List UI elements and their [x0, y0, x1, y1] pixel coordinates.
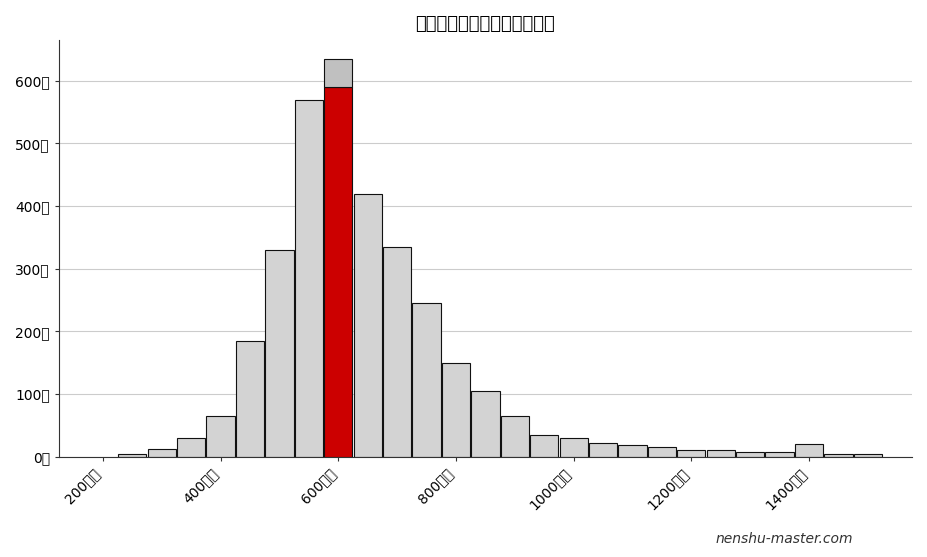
- Bar: [824, 453, 853, 457]
- Bar: [295, 100, 323, 457]
- Bar: [471, 391, 500, 457]
- Bar: [207, 416, 235, 457]
- Bar: [618, 446, 647, 457]
- Bar: [442, 363, 470, 457]
- Bar: [324, 87, 352, 457]
- Text: nenshu-master.com: nenshu-master.com: [716, 532, 853, 546]
- Bar: [795, 444, 823, 457]
- Bar: [530, 435, 558, 457]
- Bar: [560, 438, 588, 457]
- Bar: [177, 438, 205, 457]
- Bar: [854, 455, 882, 457]
- Bar: [324, 59, 352, 87]
- Bar: [736, 452, 764, 457]
- Bar: [265, 250, 294, 457]
- Bar: [678, 451, 705, 457]
- Bar: [413, 303, 440, 457]
- Bar: [353, 194, 382, 457]
- Bar: [706, 451, 735, 457]
- Bar: [119, 453, 146, 457]
- Bar: [766, 452, 794, 457]
- Bar: [147, 449, 176, 457]
- Bar: [589, 443, 617, 457]
- Bar: [501, 416, 529, 457]
- Bar: [235, 341, 264, 457]
- Bar: [383, 247, 412, 457]
- Title: 神戸製鉱所の年収ポジション: 神戸製鉱所の年収ポジション: [415, 15, 555, 33]
- Bar: [648, 447, 676, 457]
